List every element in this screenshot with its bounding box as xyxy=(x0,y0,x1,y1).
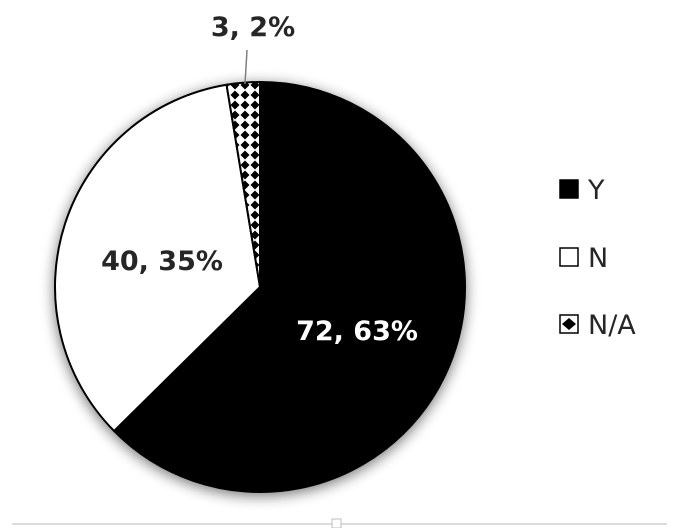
legend-swatch-na-diamond xyxy=(562,318,576,330)
legend-swatch-n xyxy=(559,247,579,267)
data-label-y: 72, 63% xyxy=(296,316,418,347)
legend-label-na: N/A xyxy=(588,310,636,341)
leader-line xyxy=(244,49,248,85)
legend-label-y: Y xyxy=(587,175,605,206)
legend-item-na: N/A xyxy=(559,310,636,341)
legend-item-y: Y xyxy=(559,175,605,206)
data-label-n: 40, 35% xyxy=(101,246,223,277)
pie xyxy=(54,81,466,493)
data-label-na: 3, 2% xyxy=(211,12,295,43)
legend-swatch-y xyxy=(559,179,579,199)
pie-slice-y xyxy=(113,81,466,493)
pie-slice-na xyxy=(225,81,261,288)
resize-handle[interactable] xyxy=(331,518,342,528)
legend-item-n: N xyxy=(559,243,608,274)
legend-label-n: N xyxy=(588,243,608,274)
legend: Y N N/A xyxy=(559,175,636,341)
pie-slice-n xyxy=(54,83,261,432)
